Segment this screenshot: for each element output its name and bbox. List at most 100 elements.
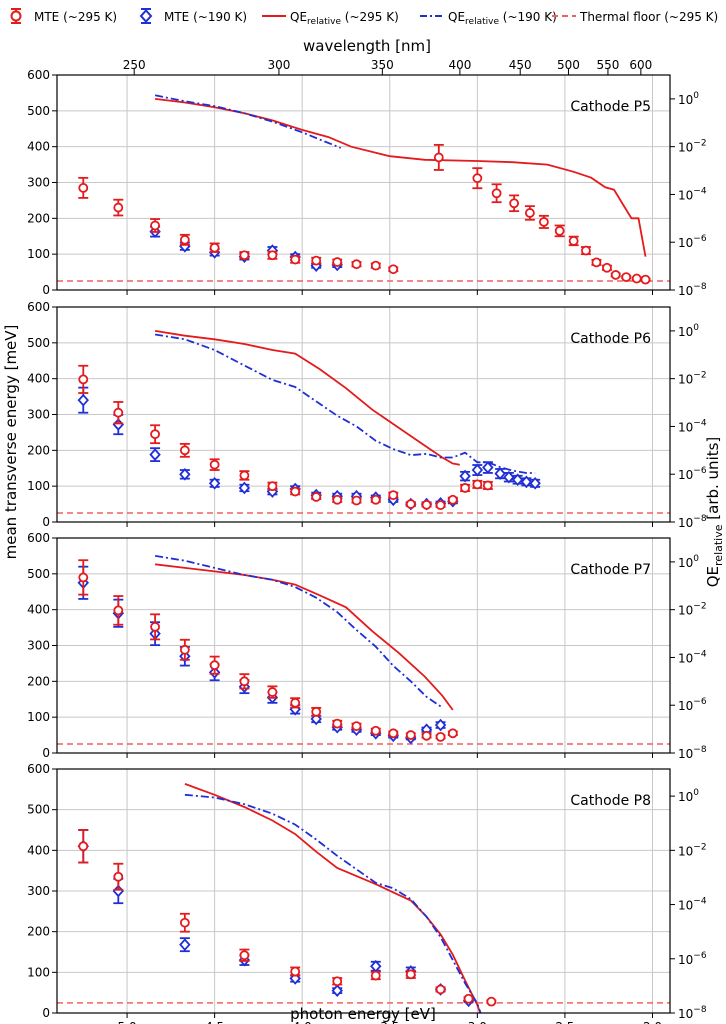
y-right-tick-label: 100: [678, 554, 699, 570]
y-axis-left-label: mean transverse energy [meV]: [2, 325, 20, 560]
y-tick-label: 100: [27, 479, 50, 493]
mte-295-point: [621, 272, 632, 283]
y-tick-label: 600: [27, 68, 50, 82]
x-axis-label: photon energy [eV]: [290, 1005, 436, 1023]
mte-295-point: [179, 917, 190, 928]
y-axis-left: 0 100 200 300 400 500 600: [27, 762, 57, 1020]
mte-295-point: [150, 621, 160, 632]
mte-295-point: [433, 152, 444, 163]
mte-295-point: [78, 182, 89, 193]
mte-295-point: [581, 245, 591, 256]
mte-190-point: [370, 959, 382, 973]
legend-entry-5: Thermal floor (~295 K): [552, 10, 718, 24]
wavelength-tick-label: 600: [629, 58, 652, 72]
mte-295-point: [602, 262, 612, 273]
y-right-tick-label: 10−2: [678, 371, 707, 387]
y-tick-label: 100: [27, 965, 50, 979]
mte-190-point: [459, 469, 471, 483]
mte-295-point: [332, 494, 343, 505]
y-axis-right: 10−8 10−6 10−4 10−2 100: [670, 554, 707, 761]
mte-190-point: [179, 938, 191, 952]
wavelength-tick-label: 450: [509, 58, 532, 72]
qe-lines: [154, 330, 536, 474]
y-axis-right: 10−8 10−6 10−4 10−2 100: [670, 323, 707, 530]
y-axis-left: 0 100 200 300 400 500 600: [27, 531, 57, 760]
panel-frame: [56, 768, 671, 1014]
x-tick-label: 4.0: [293, 1020, 312, 1024]
y-tick-label: 400: [27, 843, 50, 857]
mte-190-point: [503, 470, 515, 484]
x-tick-label: 5.0: [118, 1020, 137, 1024]
mte-295-point: [78, 572, 89, 583]
panels: 0 100 200 300 400 500 600 10−8 10−6 10−4 10−2 100 Ca…: [27, 68, 707, 1024]
wavelength-axis-label: wavelength [nm]: [303, 37, 431, 55]
mte-190-point: [529, 476, 541, 490]
y-tick-label: 500: [27, 803, 50, 817]
y-tick-label: 500: [27, 567, 50, 581]
mte-295-point: [150, 220, 160, 231]
mte-295-point: [405, 730, 416, 740]
mte-190-point: [471, 463, 484, 477]
y-axis-right: 10−8 10−6 10−4 10−2 100: [670, 788, 707, 1021]
y-right-tick-label: 10−4: [678, 418, 707, 434]
mte-190-point: [289, 972, 301, 985]
mte-295-point: [290, 486, 301, 497]
y-tick-label: 600: [27, 531, 50, 545]
y-tick-label: 0: [42, 515, 50, 529]
x-tick-label: 2.5: [555, 1020, 574, 1024]
mte-295-point: [435, 984, 446, 995]
mte-295-point: [351, 495, 362, 506]
mte-295-point: [463, 993, 474, 1004]
mte-points: [77, 559, 458, 745]
mte-295-point: [332, 718, 343, 729]
mte-295-point: [351, 259, 362, 270]
mte-points: [77, 829, 497, 1008]
mte-295-point: [179, 644, 190, 655]
mte-190-point: [208, 476, 221, 490]
qe-190-line: [154, 333, 536, 474]
y-tick-label: 400: [27, 372, 50, 386]
y-right-tick-label: 10−2: [678, 602, 707, 618]
mte-295-point: [405, 499, 416, 509]
y-tick-label: 100: [27, 247, 50, 261]
y-tick-label: 600: [27, 300, 50, 314]
mte-190-point: [494, 467, 506, 480]
y-tick-label: 300: [27, 639, 50, 653]
y-tick-label: 200: [27, 443, 50, 457]
mte-295-point: [239, 676, 250, 687]
legend: MTE (~295 K) MTE (~190 K) QErelative (~295…: [10, 8, 718, 27]
mte-295-point: [311, 706, 322, 717]
y-right-tick-label: 10−6: [678, 234, 707, 250]
mte-295-point: [267, 481, 278, 492]
y-tick-label: 200: [27, 211, 50, 225]
y-right-tick-label: 10−2: [678, 139, 707, 155]
y-tick-label: 200: [27, 674, 50, 688]
y-right-tick-label: 10−8: [678, 514, 707, 530]
y-tick-label: 300: [27, 176, 50, 190]
y-right-tick-label: 10−6: [678, 697, 707, 713]
y-tick-label: 300: [27, 408, 50, 422]
qe-295-line: [154, 330, 460, 466]
y-right-tick-label: 10−8: [678, 745, 707, 761]
panel-3: 0 100 200 300 400 500 600 10−8 10−6 10−4 10−2 100 Ca…: [27, 531, 707, 761]
x-axis: [126, 290, 653, 295]
y-right-tick-label: 10−4: [678, 897, 707, 913]
y-right-tick-label: 10−8: [678, 1005, 707, 1021]
mte-190-point: [434, 718, 447, 732]
legend-label: Thermal floor (~295 K): [579, 10, 718, 24]
panel-label: Cathode P6: [570, 331, 651, 347]
y-right-tick-label: 10−8: [678, 282, 707, 298]
mte-295-point: [591, 257, 602, 268]
mte-295-point: [524, 208, 535, 218]
mte-295-point: [311, 492, 322, 502]
y-axis-right-label: QErelative [arb. units]: [704, 437, 725, 588]
panel-frame: [56, 537, 671, 754]
mte-295-point: [538, 217, 549, 227]
wavelength-tick-label: 300: [267, 58, 290, 72]
y-right-tick-label: 10−4: [678, 186, 707, 202]
x-axis: [126, 753, 653, 758]
mte-295-point: [388, 728, 399, 739]
legend-label: MTE (~295 K): [34, 10, 117, 24]
mte-295-point: [631, 273, 642, 284]
